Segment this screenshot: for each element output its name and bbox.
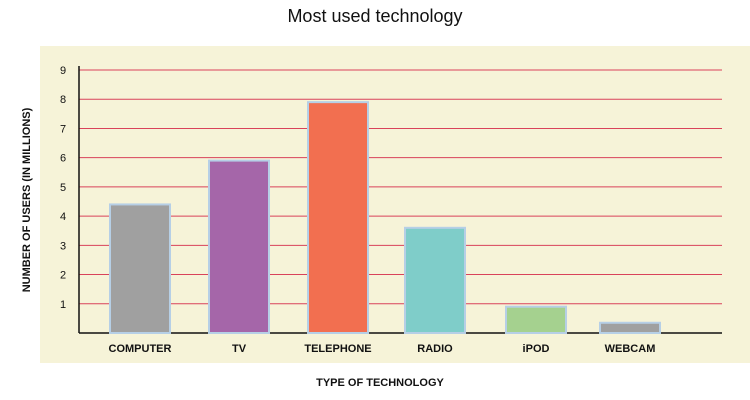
category-labels: COMPUTER TV TELEPHONE RADIO iPOD WEBCAM (109, 343, 656, 355)
bar-computer (109, 203, 171, 334)
bar-webcam (599, 321, 661, 334)
category-label: RADIO (417, 343, 453, 355)
category-label: COMPUTER (109, 343, 172, 355)
chart-title: Most used technology (287, 6, 463, 26)
category-label: TV (232, 343, 247, 355)
y-tick-label: 1 (60, 299, 66, 311)
bar-tv (208, 159, 270, 334)
grid-lines (79, 69, 722, 305)
y-tick-label: 8 (60, 94, 66, 106)
y-tick-label: 2 (60, 270, 66, 282)
y-tick-label: 7 (60, 123, 66, 135)
y-tick-label: 6 (60, 153, 66, 165)
y-tick-label: 4 (60, 211, 66, 223)
bar-telephone (307, 101, 369, 335)
y-tick-label: 9 (60, 65, 66, 77)
bars (109, 101, 661, 335)
x-axis-title: TYPE OF TECHNOLOGY (316, 377, 444, 389)
bar-ipod (505, 305, 567, 335)
category-label: WEBCAM (605, 343, 656, 355)
y-tick-label: 3 (60, 240, 66, 252)
y-tick-label: 5 (60, 182, 66, 194)
y-axis-title: NUMBER OF USERS (IN MILLIONS) (21, 107, 33, 292)
category-label: TELEPHONE (304, 343, 371, 355)
y-tick-labels: 1 2 3 4 5 6 7 8 9 (60, 65, 66, 311)
bar-radio (404, 226, 466, 334)
category-label: iPOD (523, 343, 550, 355)
